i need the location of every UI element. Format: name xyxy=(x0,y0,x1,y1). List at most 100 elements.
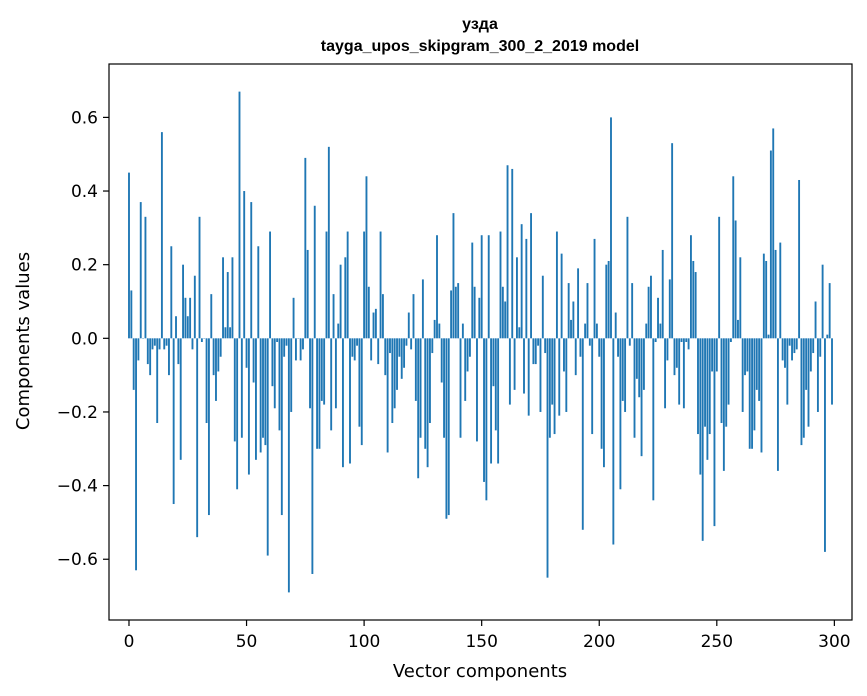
bar xyxy=(160,132,163,339)
bar xyxy=(339,264,342,339)
bar xyxy=(381,294,384,339)
bar xyxy=(588,338,591,346)
bar xyxy=(466,338,469,372)
bar xyxy=(619,338,622,490)
bar xyxy=(313,205,316,339)
x-axis-label: Vector components xyxy=(393,661,567,682)
bar xyxy=(168,338,170,376)
bar xyxy=(292,297,295,339)
bar xyxy=(720,338,723,424)
bar xyxy=(741,338,744,412)
bar xyxy=(704,338,706,427)
bar xyxy=(654,338,657,342)
bar xyxy=(692,260,695,339)
bar xyxy=(786,338,789,405)
bar xyxy=(701,338,704,541)
bar xyxy=(795,338,798,350)
bar xyxy=(186,316,189,339)
bar xyxy=(523,338,525,394)
bar xyxy=(800,338,803,446)
bar xyxy=(805,338,808,390)
bar xyxy=(603,338,605,468)
bar xyxy=(685,338,688,342)
bar xyxy=(252,338,255,383)
bar xyxy=(212,338,215,376)
bar xyxy=(558,338,561,416)
y-tick-label: −0.2 xyxy=(57,403,98,423)
bar xyxy=(659,323,662,339)
bar xyxy=(600,338,603,449)
bar xyxy=(175,316,177,339)
bar xyxy=(826,334,829,339)
bar xyxy=(255,338,257,460)
x-tick-label: 150 xyxy=(465,632,497,652)
bar xyxy=(445,338,448,519)
bar xyxy=(661,249,664,339)
bar xyxy=(346,231,349,339)
bar xyxy=(156,338,159,424)
bar xyxy=(497,338,500,464)
bar xyxy=(149,338,152,376)
bar xyxy=(412,294,415,339)
bar xyxy=(645,323,648,339)
bar xyxy=(579,338,582,357)
bar xyxy=(179,338,182,460)
x-axis: 0 50 100 150 200 250 300 xyxy=(124,620,851,652)
bar xyxy=(584,323,587,339)
bar xyxy=(762,253,765,339)
bar xyxy=(177,338,180,365)
bar xyxy=(344,257,347,339)
bar xyxy=(784,338,786,368)
bar xyxy=(250,202,253,339)
chart-subtitle: tayga_upos_skipgram_300_2_2019 model xyxy=(321,38,639,55)
bar xyxy=(165,338,168,346)
bar xyxy=(384,338,387,376)
bar xyxy=(450,290,453,339)
bar xyxy=(610,117,612,339)
bar xyxy=(767,334,770,339)
bar xyxy=(555,231,558,339)
x-tick-label: 100 xyxy=(348,632,380,652)
bar xyxy=(633,338,636,438)
bar xyxy=(367,286,370,339)
bar xyxy=(302,338,304,350)
bar xyxy=(699,338,702,475)
bar xyxy=(153,338,156,346)
bar xyxy=(527,338,530,416)
bar xyxy=(280,338,283,516)
bar xyxy=(325,231,328,339)
bar xyxy=(664,338,667,409)
bar xyxy=(652,338,655,501)
bar xyxy=(581,338,584,530)
bar xyxy=(715,338,718,372)
bar xyxy=(480,235,483,339)
y-tick-label: −0.6 xyxy=(57,550,98,570)
bar xyxy=(631,283,634,339)
bar xyxy=(349,338,351,464)
bar xyxy=(831,338,833,405)
bar xyxy=(290,338,293,412)
bar xyxy=(405,338,408,346)
bar xyxy=(452,213,455,339)
x-tick-label: 50 xyxy=(236,632,258,652)
bar xyxy=(318,338,321,449)
bar xyxy=(574,338,577,376)
bar xyxy=(257,246,260,339)
bar xyxy=(690,235,692,339)
bar xyxy=(215,338,217,401)
bar xyxy=(607,260,610,339)
x-tick-label: 300 xyxy=(818,632,850,652)
bar xyxy=(191,338,194,350)
bar xyxy=(812,338,815,354)
bar xyxy=(393,338,396,409)
bar xyxy=(464,338,467,401)
bar xyxy=(807,338,810,427)
bar xyxy=(791,338,793,361)
bar xyxy=(612,338,615,545)
bar xyxy=(821,264,824,339)
bar xyxy=(718,216,721,339)
bar xyxy=(438,323,441,339)
bar xyxy=(591,338,594,435)
bar xyxy=(802,338,805,438)
bar xyxy=(334,338,337,409)
